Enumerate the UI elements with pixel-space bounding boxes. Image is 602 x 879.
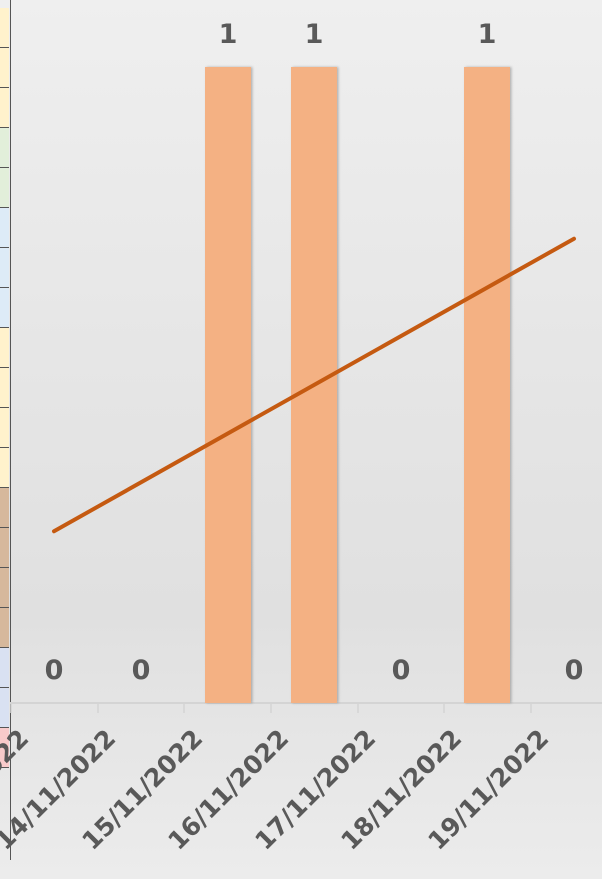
data-label: 0 bbox=[565, 655, 584, 686]
strip-cell bbox=[0, 8, 9, 48]
strip-cell bbox=[0, 608, 9, 648]
strip-cell bbox=[0, 248, 9, 288]
strip-cell bbox=[0, 368, 9, 408]
strip-cell bbox=[0, 328, 9, 368]
data-label: 0 bbox=[392, 655, 411, 686]
data-label: 0 bbox=[45, 655, 64, 686]
data-label: 1 bbox=[305, 19, 324, 50]
bar-15/11/2022 bbox=[205, 67, 251, 703]
strip-cell bbox=[0, 408, 9, 448]
strip-cell bbox=[0, 648, 9, 688]
strip-cell bbox=[0, 88, 9, 128]
data-label: 0 bbox=[132, 655, 151, 686]
strip-cell bbox=[0, 208, 9, 248]
strip-cell bbox=[0, 688, 9, 728]
strip-cell bbox=[0, 48, 9, 88]
strip-cell bbox=[0, 528, 9, 568]
strip-cell bbox=[0, 168, 9, 208]
data-label: 1 bbox=[478, 19, 497, 50]
strip-cell bbox=[0, 488, 9, 528]
data-label: 1 bbox=[219, 19, 238, 50]
strip-cell bbox=[0, 568, 9, 608]
bar-18/11/2022 bbox=[464, 67, 510, 703]
strip-cell bbox=[0, 128, 9, 168]
strip-cell bbox=[0, 288, 9, 328]
trendline bbox=[52, 236, 576, 534]
strip-cell bbox=[0, 448, 9, 488]
left-color-strip bbox=[0, 0, 11, 860]
strip-cell bbox=[0, 728, 9, 768]
